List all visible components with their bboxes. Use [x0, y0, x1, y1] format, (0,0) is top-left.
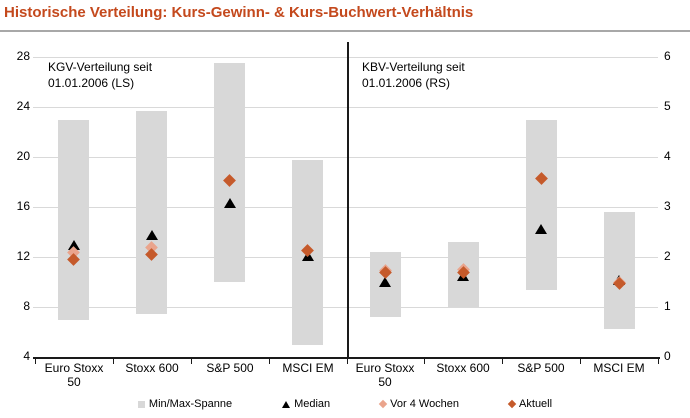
x-axis-tick: [191, 359, 192, 364]
x-axis-tick: [35, 359, 36, 364]
panel-title-line: 01.01.2006 (RS): [362, 75, 451, 90]
y-axis-tick-label: 2: [664, 249, 671, 263]
y-axis-tick-label: 1: [664, 299, 671, 313]
panel-title-line: KGV-Verteilung seit: [48, 60, 153, 74]
legend-item: Vor 4 Wochen: [378, 398, 460, 410]
y-axis-tick-label: 8: [23, 299, 30, 313]
category-label: S&P 500: [206, 361, 254, 375]
vor-4-wochen-diamond-icon: [378, 399, 388, 409]
aktuell-diamond-icon: [507, 399, 517, 409]
y-axis-tick-label: 28: [16, 49, 30, 63]
median-marker: [535, 223, 548, 234]
y-axis-tick-label: 16: [16, 199, 30, 213]
gridline: [33, 307, 658, 308]
min-max-range-bar: [136, 111, 167, 314]
title-rule: [0, 30, 690, 32]
x-axis-tick: [113, 359, 114, 364]
panel-title-line: KBV-Verteilung seit: [362, 60, 465, 74]
chart-legend: Min/Max-Spanne Median Vor 4 Wochen Aktuell: [0, 394, 690, 414]
gridline: [33, 207, 658, 208]
x-axis-line: [33, 357, 660, 359]
category-label: MSCI EM: [593, 361, 645, 375]
median-triangle-icon: [282, 400, 291, 408]
category-label: Stoxx 600: [436, 361, 490, 375]
panel-title: KGV-Verteilung seit 01.01.2006 (LS): [48, 60, 152, 91]
y-axis-tick-label: 4: [23, 349, 30, 363]
category-label: MSCI EM: [282, 361, 334, 375]
min-max-square-icon: [137, 400, 145, 408]
panel-divider-line: [347, 42, 349, 359]
gridline: [33, 57, 658, 58]
category-label: S&P 500: [517, 361, 565, 375]
category-label: Stoxx 600: [125, 361, 179, 375]
y-axis-tick-label: 4: [664, 149, 671, 163]
x-axis-tick: [658, 359, 659, 364]
gridline: [33, 257, 658, 258]
category-label: Euro Stoxx 50: [355, 361, 415, 389]
y-axis-tick-label: 24: [16, 99, 30, 113]
min-max-range-bar: [526, 120, 557, 290]
min-max-range-bar: [58, 120, 89, 320]
min-max-range-bar: [604, 212, 635, 329]
y-axis-tick-label: 0: [664, 349, 671, 363]
median-marker: [67, 239, 80, 250]
legend-item: Min/Max-Spanne: [137, 398, 233, 410]
median-marker: [379, 277, 392, 287]
panel-title-line: 01.01.2006 (LS): [48, 75, 135, 90]
x-axis-tick: [580, 359, 581, 364]
legend-item: Median: [282, 398, 330, 410]
gridline: [33, 107, 658, 108]
y-axis-tick-label: 12: [16, 249, 30, 263]
y-axis-tick-label: 5: [664, 99, 671, 113]
legend-label: Vor 4 Wochen: [390, 398, 460, 410]
legend-item: Aktuell: [507, 398, 553, 410]
median-marker: [223, 198, 236, 209]
chart-title: Historische Verteilung: Kurs-Gewinn- & K…: [4, 4, 474, 21]
x-axis-tick: [347, 359, 348, 364]
legend-label: Median: [294, 398, 331, 410]
y-axis-tick-label: 6: [664, 49, 671, 63]
x-axis-tick: [424, 359, 425, 364]
x-axis-tick: [269, 359, 270, 364]
legend-label: Min/Max-Spanne: [148, 398, 233, 410]
median-marker: [145, 229, 158, 240]
category-label: Euro Stoxx 50: [44, 361, 104, 389]
min-max-range-bar: [214, 63, 245, 282]
y-axis-tick-label: 3: [664, 199, 671, 213]
x-axis-tick: [502, 359, 503, 364]
legend-label: Aktuell: [519, 398, 553, 410]
gridline: [33, 157, 658, 158]
y-axis-tick-label: 20: [16, 149, 30, 163]
panel-title: KBV-Verteilung seit 01.01.2006 (RS): [362, 60, 465, 91]
